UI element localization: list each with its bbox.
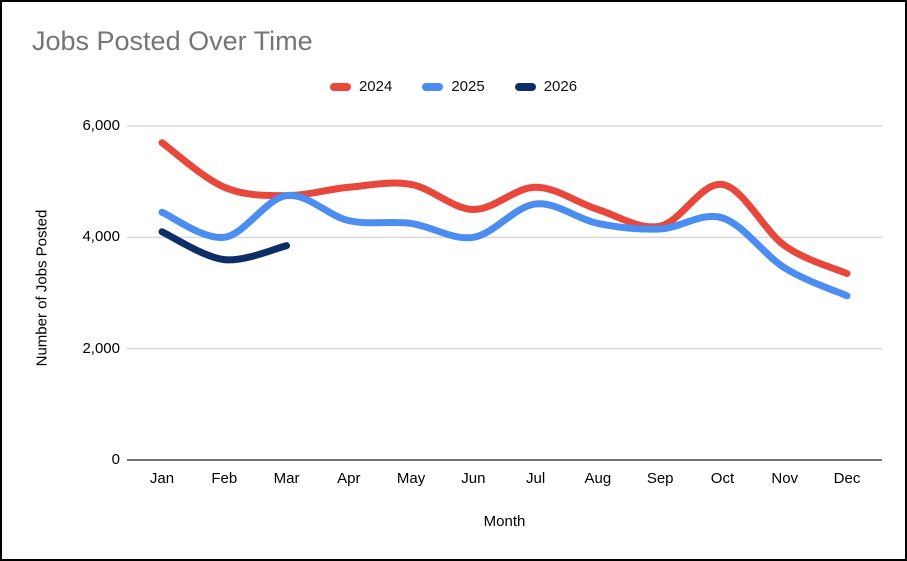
legend-swatch-icon bbox=[329, 82, 351, 91]
legend-swatch-icon bbox=[514, 82, 536, 91]
x-tick-label: Aug bbox=[584, 470, 612, 487]
x-tick-label: Jan bbox=[149, 470, 175, 487]
x-tick-label: Oct bbox=[710, 470, 735, 487]
chart-title: Jobs Posted Over Time bbox=[32, 26, 313, 56]
x-tick-label: Dec bbox=[833, 470, 861, 487]
x-tick-label: Nov bbox=[771, 470, 799, 487]
x-tick-label: Feb bbox=[211, 470, 238, 487]
legend-label: 2026 bbox=[543, 78, 578, 95]
x-tick-label: Apr bbox=[337, 470, 361, 487]
legend-label: 2024 bbox=[358, 78, 393, 95]
series-line-2026 bbox=[158, 228, 291, 264]
legend-item-2024: 2024 bbox=[329, 78, 393, 95]
y-tick-label: 4,000 bbox=[82, 228, 120, 246]
legend-swatch-icon bbox=[422, 82, 444, 91]
x-axis-title: Month bbox=[483, 513, 526, 530]
chart-legend: 2024 2025 2026 bbox=[2, 78, 905, 95]
legend-item-2025: 2025 bbox=[422, 78, 485, 95]
x-tick-label: Sep bbox=[646, 470, 674, 487]
x-tick-label: May bbox=[396, 470, 426, 487]
legend-label: 2025 bbox=[451, 78, 485, 95]
y-tick-label: 6,000 bbox=[82, 117, 120, 134]
x-tick-label: Jul bbox=[526, 470, 546, 487]
legend-item-2026: 2026 bbox=[514, 78, 578, 95]
y-axis-title: Number of Jobs Posted bbox=[33, 209, 51, 367]
y-tick-label: 2,000 bbox=[82, 339, 120, 357]
x-tick-label: Mar bbox=[273, 470, 300, 487]
x-tick-label: Jun bbox=[461, 470, 486, 487]
series-line-2025 bbox=[158, 192, 851, 300]
y-tick-label: 0 bbox=[111, 451, 120, 468]
